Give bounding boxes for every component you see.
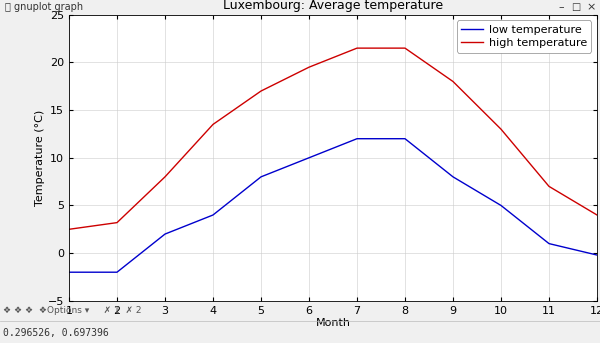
high temperature: [401, 46, 409, 50]
Y-axis label: Temperature (°C): Temperature (°C): [35, 110, 45, 206]
high temperature: [209, 122, 217, 127]
Text: ⎕ gnuplot graph: ⎕ gnuplot graph: [5, 2, 83, 12]
X-axis label: Month: Month: [316, 318, 350, 329]
low temperature: [65, 270, 73, 274]
high temperature: [545, 184, 553, 188]
Text: 0.296526, 0.697396: 0.296526, 0.697396: [3, 328, 109, 338]
Line: high temperature: high temperature: [69, 48, 597, 229]
high temperature: [161, 175, 169, 179]
high temperature: [353, 46, 361, 50]
high temperature: [305, 65, 313, 69]
high temperature: [449, 80, 457, 84]
high temperature: [257, 89, 265, 93]
low temperature: [353, 137, 361, 141]
low temperature: [593, 253, 600, 257]
low temperature: [449, 175, 457, 179]
low temperature: [113, 270, 121, 274]
low temperature: [209, 213, 217, 217]
Text: –: –: [558, 2, 564, 12]
low temperature: [305, 156, 313, 160]
Text: □: □: [571, 2, 581, 12]
low temperature: [401, 137, 409, 141]
high temperature: [497, 127, 505, 131]
high temperature: [113, 221, 121, 225]
low temperature: [497, 203, 505, 208]
high temperature: [593, 213, 600, 217]
low temperature: [257, 175, 265, 179]
Line: low temperature: low temperature: [69, 139, 597, 272]
Title: Luxembourg: Average temperature: Luxembourg: Average temperature: [223, 0, 443, 12]
low temperature: [545, 241, 553, 246]
Legend: low temperature, high temperature: low temperature, high temperature: [457, 20, 592, 52]
Text: ❖ ❖ ❖  ❖Options ▾     ✗ 1  ✗ 2: ❖ ❖ ❖ ❖Options ▾ ✗ 1 ✗ 2: [3, 306, 142, 315]
Text: ×: ×: [586, 2, 596, 12]
high temperature: [65, 227, 73, 232]
low temperature: [161, 232, 169, 236]
